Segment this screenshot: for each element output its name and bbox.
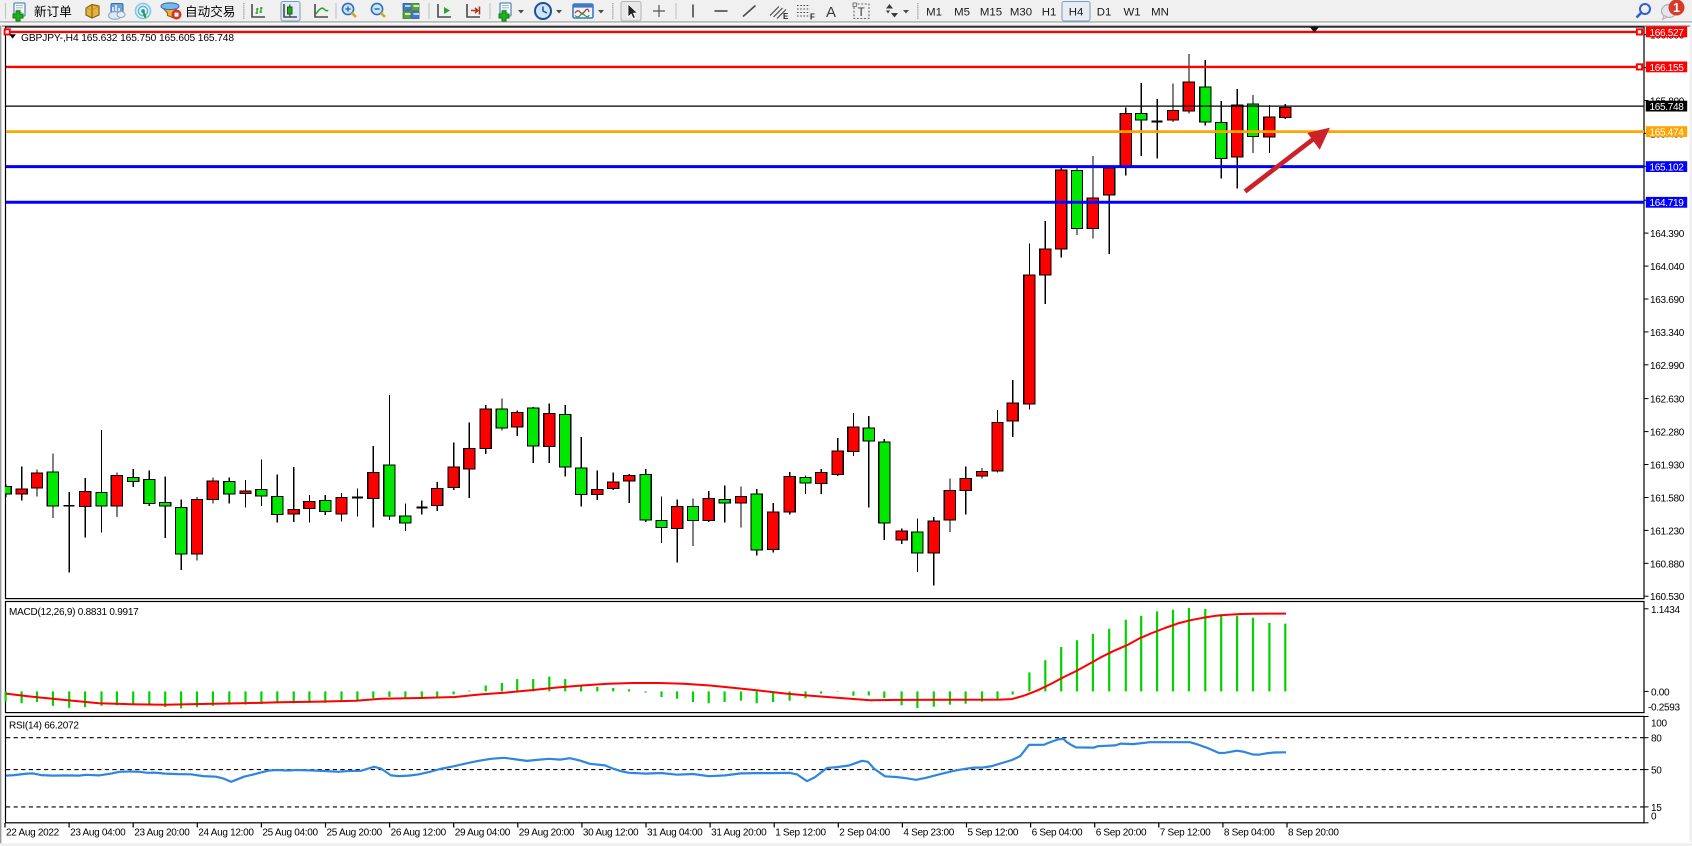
svg-text:H4: H4 xyxy=(1069,7,1084,19)
svg-text:166.527: 166.527 xyxy=(1650,28,1685,39)
svg-text:164.040: 164.040 xyxy=(1650,262,1685,273)
svg-text:30 Aug 12:00: 30 Aug 12:00 xyxy=(583,828,639,839)
svg-text:RSI(14) 66.2072: RSI(14) 66.2072 xyxy=(9,721,79,732)
svg-text:A: A xyxy=(826,4,836,21)
svg-text:1 Sep 12:00: 1 Sep 12:00 xyxy=(775,828,826,839)
svg-text:M5: M5 xyxy=(954,7,970,19)
svg-text:H1: H1 xyxy=(1042,7,1057,19)
svg-text:新订单: 新订单 xyxy=(34,4,72,19)
svg-text:F: F xyxy=(810,13,815,22)
svg-text:161.580: 161.580 xyxy=(1650,494,1685,505)
svg-text:162.630: 162.630 xyxy=(1650,395,1685,406)
svg-text:31 Aug 04:00: 31 Aug 04:00 xyxy=(647,828,703,839)
svg-text:E: E xyxy=(783,12,789,21)
svg-text:162.280: 162.280 xyxy=(1650,428,1685,439)
svg-text:164.719: 164.719 xyxy=(1650,198,1685,209)
svg-text:M15: M15 xyxy=(980,7,1002,19)
svg-text:163.690: 163.690 xyxy=(1650,295,1685,306)
svg-text:4 Sep 23:00: 4 Sep 23:00 xyxy=(903,828,954,839)
svg-text:6 Sep 04:00: 6 Sep 04:00 xyxy=(1032,828,1083,839)
svg-text:22 Aug 2022: 22 Aug 2022 xyxy=(6,828,60,839)
svg-text:165.748: 165.748 xyxy=(1650,102,1685,113)
svg-text:29 Aug 04:00: 29 Aug 04:00 xyxy=(455,828,511,839)
svg-text:161.230: 161.230 xyxy=(1650,526,1685,537)
svg-text:166.155: 166.155 xyxy=(1650,63,1685,74)
svg-text:5 Sep 12:00: 5 Sep 12:00 xyxy=(968,828,1019,839)
svg-text:31 Aug 20:00: 31 Aug 20:00 xyxy=(711,828,767,839)
svg-text:161.930: 161.930 xyxy=(1650,461,1685,472)
svg-text:7 Sep 12:00: 7 Sep 12:00 xyxy=(1160,828,1211,839)
svg-text:0: 0 xyxy=(1651,812,1657,823)
svg-text:M1: M1 xyxy=(926,7,942,19)
svg-text:25 Aug 04:00: 25 Aug 04:00 xyxy=(262,828,318,839)
svg-text:D1: D1 xyxy=(1097,7,1112,19)
svg-text:25 Aug 20:00: 25 Aug 20:00 xyxy=(327,828,383,839)
svg-text:MN: MN xyxy=(1151,7,1169,19)
svg-text:23 Aug 20:00: 23 Aug 20:00 xyxy=(134,828,190,839)
svg-text:6 Sep 20:00: 6 Sep 20:00 xyxy=(1096,828,1147,839)
svg-text:80: 80 xyxy=(1651,734,1662,745)
svg-text:162.990: 162.990 xyxy=(1650,361,1685,372)
svg-text:26 Aug 12:00: 26 Aug 12:00 xyxy=(391,828,447,839)
svg-text:-0.2593: -0.2593 xyxy=(1648,702,1681,713)
svg-text:自动交易: 自动交易 xyxy=(185,4,235,19)
svg-text:8 Sep 20:00: 8 Sep 20:00 xyxy=(1288,828,1339,839)
svg-text:29 Aug 20:00: 29 Aug 20:00 xyxy=(519,828,575,839)
svg-text:GBPJPY-,H4 165.632 165.750 16: GBPJPY-,H4 165.632 165.750 165.605 165.7… xyxy=(21,33,234,44)
svg-text:50: 50 xyxy=(1651,766,1662,777)
svg-text:MACD(12,26,9) 0.8831 0.9917: MACD(12,26,9) 0.8831 0.9917 xyxy=(9,607,139,618)
svg-text:M30: M30 xyxy=(1010,7,1032,19)
svg-text:164.390: 164.390 xyxy=(1650,229,1685,240)
svg-text:2 Sep 04:00: 2 Sep 04:00 xyxy=(839,828,890,839)
svg-text:1: 1 xyxy=(1673,1,1680,15)
svg-text:W1: W1 xyxy=(1123,7,1140,19)
svg-text:24 Aug 12:00: 24 Aug 12:00 xyxy=(198,828,254,839)
svg-text:100: 100 xyxy=(1651,719,1668,730)
svg-text:163.340: 163.340 xyxy=(1650,328,1685,339)
svg-text:165.102: 165.102 xyxy=(1650,163,1685,174)
svg-text:0.00: 0.00 xyxy=(1651,687,1670,698)
svg-text:1.1434: 1.1434 xyxy=(1651,605,1681,616)
svg-text:160.880: 160.880 xyxy=(1650,559,1685,570)
svg-text:23 Aug 04:00: 23 Aug 04:00 xyxy=(70,828,126,839)
svg-text:15: 15 xyxy=(1651,803,1662,814)
svg-text:8 Sep 04:00: 8 Sep 04:00 xyxy=(1224,828,1275,839)
svg-text:T: T xyxy=(858,5,866,19)
svg-text:165.474: 165.474 xyxy=(1650,128,1685,139)
svg-text:160.530: 160.530 xyxy=(1650,592,1685,603)
